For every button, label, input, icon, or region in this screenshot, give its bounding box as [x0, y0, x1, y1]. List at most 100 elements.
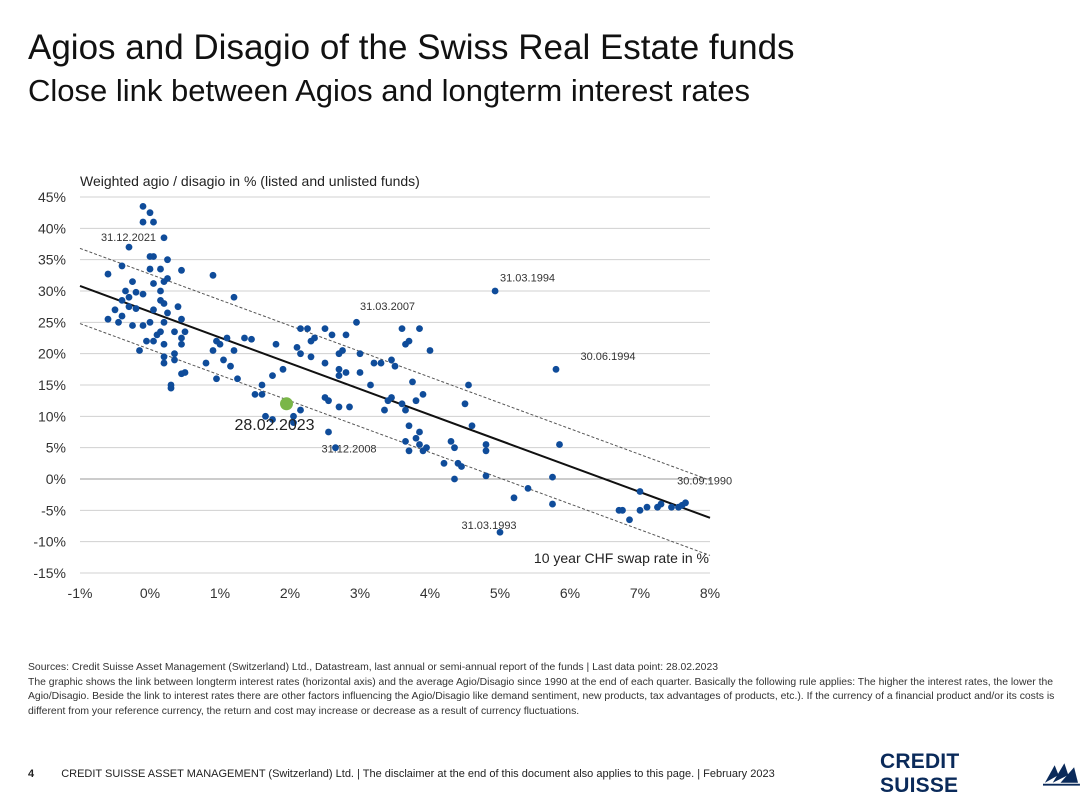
data-point: [174, 303, 182, 311]
data-point: [150, 280, 157, 287]
data-point: [171, 328, 178, 336]
point-annotation: 31.12.2008: [322, 444, 377, 456]
data-point: [405, 447, 413, 455]
sources-note: Sources: Credit Suisse Asset Management …: [28, 661, 1058, 719]
data-point: [139, 218, 147, 226]
data-point: [202, 359, 210, 367]
data-point: [668, 503, 675, 511]
data-point: [157, 287, 164, 295]
data-point: [461, 400, 469, 408]
data-point: [279, 365, 287, 373]
data-point: [549, 500, 556, 508]
data-point: [122, 287, 129, 295]
data-point: [230, 347, 238, 354]
data-point: [139, 290, 147, 298]
data-point: [346, 403, 353, 411]
data-point: [104, 270, 112, 278]
data-point: [556, 441, 563, 448]
data-point: [241, 334, 248, 342]
methodology-note: The graphic shows the link between longt…: [28, 676, 1055, 717]
data-point: [391, 362, 399, 370]
data-point: [419, 447, 427, 455]
data-point: [325, 428, 332, 436]
data-point: [636, 506, 644, 514]
x-tick-label: -1%: [68, 585, 93, 601]
data-point: [251, 391, 259, 398]
data-point: [178, 334, 185, 342]
data-point: [416, 428, 423, 436]
x-tick-label: 5%: [490, 585, 510, 601]
point-annotation: 30.09.1990: [677, 476, 732, 488]
data-point: [160, 340, 168, 348]
data-point: [129, 322, 136, 329]
logo-text: CREDIT SUISSE: [880, 750, 960, 797]
data-point: [626, 516, 633, 524]
footer-disclaimer: CREDIT SUISSE ASSET MANAGEMENT (Switzerl…: [61, 768, 775, 780]
data-point: [153, 331, 161, 339]
data-point: [136, 347, 143, 354]
lower-band-line: [79, 323, 711, 556]
x-tick-label: 3%: [350, 585, 370, 601]
data-point: [447, 438, 455, 445]
point-annotation: 31.03.1993: [462, 520, 517, 532]
data-point: [468, 422, 476, 430]
data-point: [164, 256, 171, 264]
data-point: [367, 381, 374, 389]
data-point: [293, 344, 301, 351]
data-point: [482, 472, 490, 480]
trend-line: [79, 285, 711, 519]
data-point: [181, 328, 189, 336]
data-point: [160, 318, 168, 326]
x-tick-label: 6%: [560, 585, 580, 601]
data-point: [258, 381, 266, 389]
data-point: [178, 370, 185, 378]
data-point: [297, 325, 304, 332]
data-point: [146, 265, 154, 273]
data-point: [643, 503, 651, 511]
data-point: [405, 337, 413, 345]
page-subtitle: Close link between Agios and longterm in…: [28, 73, 751, 108]
data-point: [482, 441, 490, 448]
y-tick-label: 40%: [38, 220, 66, 236]
point-annotation: 30.06.1994: [581, 351, 636, 363]
data-point: [458, 463, 465, 470]
data-point: [118, 262, 126, 270]
x-tick-label: 7%: [630, 585, 650, 601]
y-tick-label: -10%: [33, 534, 66, 550]
data-point: [419, 391, 427, 398]
data-point: [290, 419, 297, 426]
data-point: [496, 528, 504, 536]
data-point: [482, 447, 490, 455]
data-point: [125, 243, 133, 251]
data-point: [321, 325, 329, 332]
data-point: [150, 253, 157, 260]
data-point: [409, 378, 416, 386]
data-point: [157, 265, 164, 273]
y-tick-label: 20%: [38, 346, 66, 362]
data-point: [118, 312, 126, 320]
data-point: [370, 359, 378, 367]
data-point: [167, 384, 175, 392]
data-point: [160, 353, 168, 361]
x-tick-label: 8%: [700, 585, 720, 601]
data-point: [216, 340, 224, 348]
highlight-point-label: 28.02.2023: [235, 417, 315, 434]
y-tick-label: 30%: [38, 283, 66, 299]
page-title: Agios and Disagio of the Swiss Real Esta…: [28, 28, 795, 67]
data-point: [164, 309, 171, 317]
y-axis-label: Weighted agio / disagio in % (listed and…: [80, 173, 420, 189]
y-tick-label: 15%: [38, 377, 66, 393]
data-point: [398, 400, 406, 408]
data-point: [402, 438, 409, 445]
data-point: [552, 365, 560, 373]
data-point: [139, 203, 147, 210]
data-point: [335, 403, 343, 411]
data-point: [381, 406, 388, 414]
data-point: [311, 334, 318, 342]
data-point: [143, 337, 150, 345]
data-point: [290, 412, 297, 420]
highlight-point: [280, 397, 293, 411]
credit-suisse-logo: CREDIT SUISSE: [880, 750, 1080, 797]
data-point: [619, 506, 626, 514]
data-point: [440, 459, 448, 467]
